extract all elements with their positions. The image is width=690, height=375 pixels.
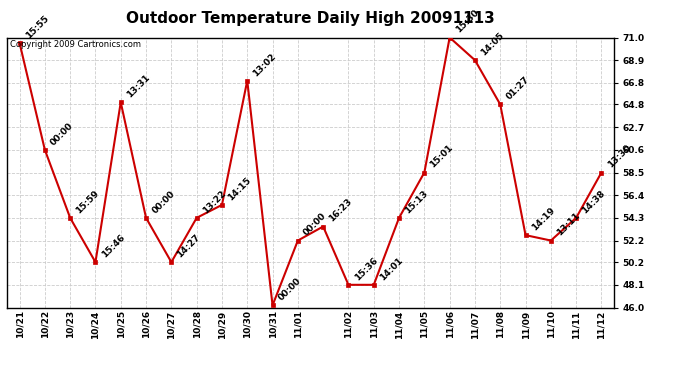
Text: 16:23: 16:23 (327, 197, 354, 224)
Text: 14:19: 14:19 (530, 206, 557, 232)
Text: 00:00: 00:00 (150, 189, 177, 215)
Text: 14:05: 14:05 (479, 31, 506, 57)
Text: 13:11: 13:11 (555, 211, 582, 238)
Text: 15:36: 15:36 (353, 255, 380, 282)
Text: 13:31: 13:31 (125, 73, 152, 99)
Text: 14:01: 14:01 (378, 255, 404, 282)
Text: Outdoor Temperature Daily High 20091113: Outdoor Temperature Daily High 20091113 (126, 11, 495, 26)
Text: 00:00: 00:00 (49, 121, 75, 147)
Text: 13:22: 13:22 (201, 189, 228, 215)
Text: 15:30: 15:30 (454, 8, 480, 35)
Text: 13:02: 13:02 (251, 51, 278, 78)
Text: 01:27: 01:27 (504, 75, 531, 102)
Text: 14:27: 14:27 (175, 232, 202, 260)
Text: 15:13: 15:13 (403, 189, 430, 215)
Text: 15:01: 15:01 (428, 143, 455, 170)
Text: 00:00: 00:00 (302, 211, 328, 238)
Text: 15:46: 15:46 (99, 232, 126, 260)
Text: 14:38: 14:38 (580, 188, 607, 215)
Text: 15:55: 15:55 (23, 13, 50, 40)
Text: 00:00: 00:00 (277, 276, 303, 303)
Text: 15:59: 15:59 (75, 188, 101, 215)
Text: Copyright 2009 Cartronics.com: Copyright 2009 Cartronics.com (10, 40, 141, 49)
Text: 13:30: 13:30 (606, 143, 632, 170)
Text: 14:15: 14:15 (226, 176, 253, 202)
